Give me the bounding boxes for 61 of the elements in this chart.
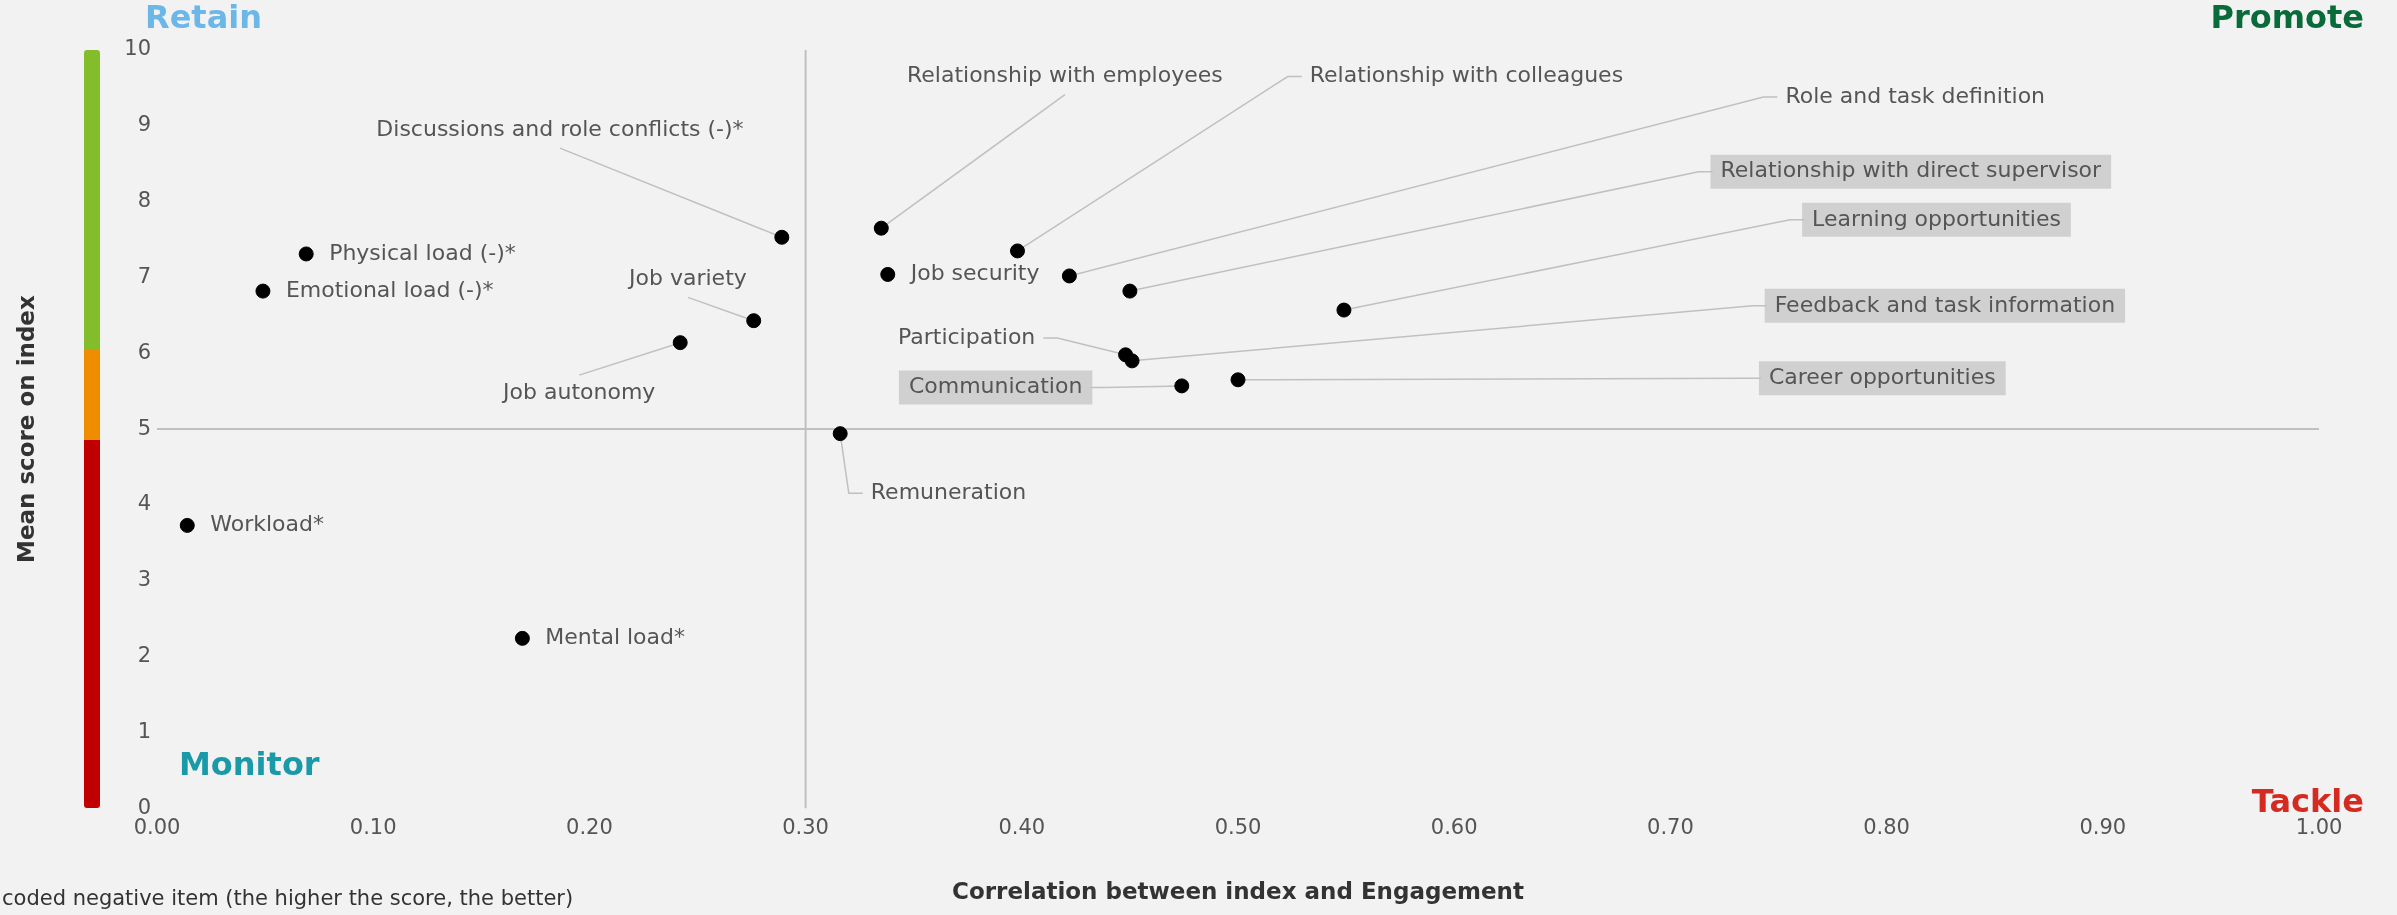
annotation: Remuneration (870, 479, 1027, 505)
point (746, 313, 762, 329)
annotation: Job security (908, 260, 1040, 286)
annotation: Participation (897, 323, 1036, 349)
annotation: Discussions and role conflicts (-)* (376, 115, 744, 141)
annotation: Workload* (210, 511, 324, 537)
annotation: Role and task definition (1785, 82, 2046, 108)
x-tick-label: 0.10 (349, 815, 397, 840)
y-axis-title: Mean score on index (12, 295, 39, 564)
y-tick-label: 2 (137, 643, 151, 668)
annotation: Learning opportunities (1812, 205, 2061, 231)
point (179, 517, 195, 533)
point (1174, 378, 1190, 394)
annotation: Relationship with direct supervisor (1720, 157, 2103, 183)
annotation: Emotional load (-)* (285, 276, 494, 302)
point (873, 220, 889, 236)
y-tick-label: 10 (124, 36, 151, 61)
point (832, 426, 848, 442)
x-tick-label: 0.20 (566, 815, 613, 840)
y-tick-label: 3 (137, 567, 151, 592)
point (1009, 243, 1025, 259)
text: Promote (2210, 0, 2364, 37)
point (1061, 268, 1077, 284)
point (1230, 372, 1246, 388)
point (298, 246, 314, 262)
point (1122, 283, 1138, 299)
y-tick-label: 7 (137, 263, 151, 288)
annotation: Mental load* (545, 624, 686, 650)
point (1336, 302, 1352, 318)
x-tick-label: 0.40 (998, 815, 1046, 840)
annotation: Communication (908, 373, 1083, 399)
x-axis-title: Correlation between index and Engagement (952, 878, 1524, 905)
point (255, 283, 271, 299)
point (774, 229, 790, 245)
annotation: Job variety (627, 265, 747, 291)
x-tick-label: 0.50 (1214, 815, 1262, 840)
y-tick-label: 8 (137, 188, 151, 213)
annotation: Job autonomy (501, 378, 656, 404)
y-tick-label: 1 (137, 718, 151, 743)
x-tick-label: 0.80 (1863, 815, 1910, 840)
x-tick-label: 1.00 (2295, 815, 2343, 840)
text: Retain (145, 0, 262, 37)
x-tick-label: 0.90 (2079, 815, 2127, 840)
annotation: Feedback and task information (1774, 291, 2116, 317)
annotation: Career opportunities (1768, 364, 1996, 390)
x-tick-label: 0.60 (1430, 815, 1478, 840)
y-tick-label: 9 (137, 112, 151, 137)
point (514, 630, 530, 646)
point (1124, 353, 1140, 369)
y-tick-label: 5 (137, 415, 151, 440)
annotation: Relationship with colleagues (1309, 62, 1624, 88)
annotation: Monitor (179, 744, 320, 783)
x-tick-label: 0.30 (782, 815, 829, 840)
x-tick-label: 0.70 (1647, 815, 1694, 840)
y-tick-label: 4 (137, 491, 151, 516)
annotation: Physical load (-)* (329, 239, 516, 265)
annotation: Relationship with employees (906, 62, 1223, 88)
point (880, 266, 896, 282)
text: coded negative item (the higher the score, the better) (2, 886, 574, 911)
y-tick-label: 6 (137, 339, 151, 364)
point (672, 335, 688, 351)
